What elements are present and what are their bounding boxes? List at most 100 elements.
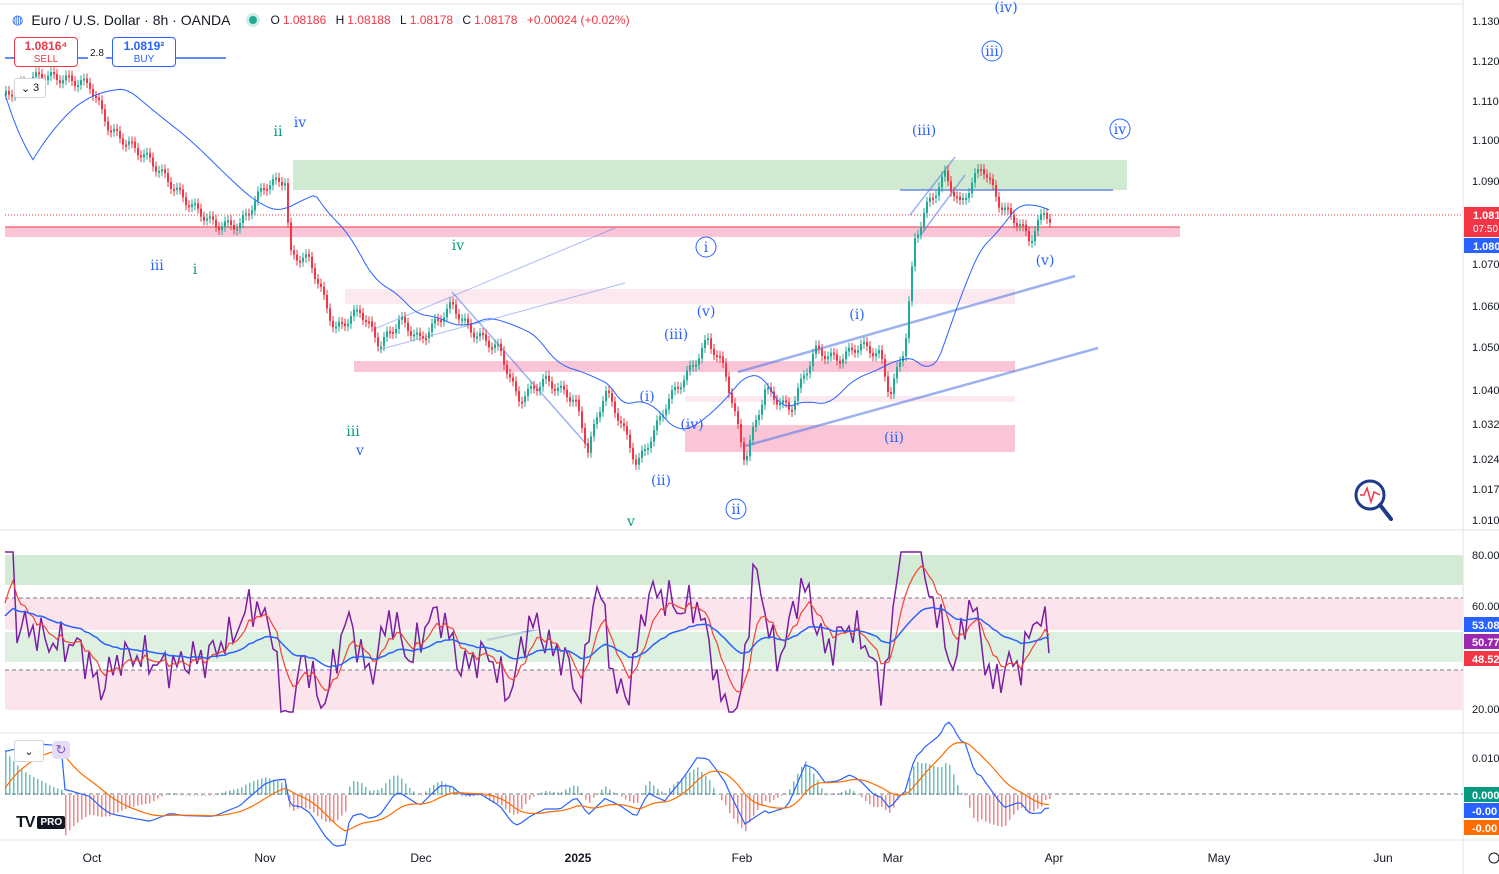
- macd-histogram-bar: [961, 792, 963, 795]
- candle: [266, 188, 268, 191]
- macd-histogram-bar: [997, 795, 999, 827]
- candle: [758, 414, 760, 421]
- candle: [140, 155, 142, 158]
- candle: [524, 396, 526, 403]
- macd-histogram-bar: [325, 795, 327, 822]
- candle: [536, 388, 538, 391]
- macd-signal-line: [4, 741, 1050, 832]
- macd-histogram-bar: [225, 791, 227, 795]
- macd-histogram-bar: [917, 762, 919, 795]
- candle: [83, 78, 85, 81]
- panel-collapse-button[interactable]: ⌄: [14, 740, 44, 762]
- macd-histogram-bar: [573, 785, 575, 795]
- candle: [371, 321, 373, 327]
- wave-label: (iii): [664, 327, 688, 343]
- candle: [794, 400, 796, 411]
- macd-histogram-bar: [653, 785, 655, 795]
- candle: [410, 331, 412, 336]
- macd-histogram-bar: [729, 795, 731, 814]
- macd-histogram-bar: [337, 795, 339, 821]
- macd-histogram-bar: [765, 795, 767, 802]
- candle: [602, 401, 604, 412]
- candle: [293, 250, 295, 255]
- candle: [560, 385, 562, 388]
- trend-line: [919, 174, 966, 237]
- candle: [179, 187, 181, 190]
- refresh-icon[interactable]: ↻: [52, 741, 70, 759]
- candle: [962, 197, 964, 201]
- macd-histogram-bar: [209, 795, 211, 796]
- sell-button[interactable]: 1.0816⁴ SELL: [14, 37, 78, 67]
- macd-histogram-bar: [441, 781, 443, 795]
- symbol-title[interactable]: Euro / U.S. Dollar · 8h · OANDA: [31, 12, 231, 28]
- candle: [719, 355, 721, 358]
- price-badge: [1464, 207, 1499, 237]
- candle: [518, 391, 520, 402]
- candle: [623, 423, 625, 427]
- candle: [1019, 224, 1021, 227]
- wave-label: i: [704, 240, 709, 256]
- macd-histogram-bar: [329, 795, 331, 823]
- candle: [944, 170, 946, 177]
- candle: [227, 220, 229, 223]
- macd-histogram-bar: [553, 791, 555, 795]
- chevron-down-icon: ⌄: [24, 745, 34, 758]
- candle: [461, 318, 463, 321]
- candle: [578, 399, 580, 412]
- candle: [575, 399, 577, 402]
- candle: [239, 223, 241, 229]
- macd-histogram-bar: [361, 783, 363, 795]
- macd-histogram-bar: [1049, 795, 1051, 800]
- macd-histogram-bar: [857, 794, 859, 795]
- macd-histogram-bar: [1025, 795, 1027, 811]
- time-tick-label: Apr: [1045, 851, 1064, 865]
- macd-histogram-bar: [421, 795, 423, 796]
- candle: [413, 334, 415, 337]
- candle: [275, 177, 277, 180]
- candle: [428, 332, 430, 339]
- candle: [95, 96, 97, 99]
- macd-badge-text: 0.000: [1472, 790, 1499, 802]
- candle: [989, 177, 991, 180]
- candle: [230, 220, 232, 225]
- macd-histogram-bar: [645, 785, 647, 795]
- wave-label: v: [355, 443, 364, 459]
- macd-histogram-bar: [969, 795, 971, 808]
- candle: [53, 72, 55, 75]
- macd-histogram-bar: [521, 795, 523, 810]
- candle: [875, 353, 877, 357]
- candle: [161, 169, 163, 172]
- macd-histogram-bar: [309, 795, 311, 810]
- macd-histogram-bar: [205, 795, 207, 796]
- macd-histogram-bar: [13, 761, 15, 795]
- buy-button[interactable]: 1.0819² BUY: [112, 37, 176, 67]
- candle: [986, 174, 988, 178]
- indicators-toggle-button[interactable]: ⌄ 3: [14, 78, 46, 98]
- macd-histogram-bar: [953, 774, 955, 795]
- price-tick-label: 1.130: [1472, 16, 1499, 28]
- candle: [785, 400, 787, 403]
- candle: [776, 399, 778, 405]
- candle: [395, 328, 397, 334]
- macd-histogram-bar: [669, 788, 671, 795]
- candle: [590, 436, 592, 453]
- candle: [587, 443, 589, 453]
- candle: [641, 450, 643, 458]
- candle: [107, 121, 109, 131]
- candle: [695, 364, 697, 367]
- candle: [659, 416, 661, 421]
- ema-line: [4, 88, 1050, 430]
- candle: [503, 351, 505, 365]
- macd-histogram-bar: [241, 787, 243, 795]
- macd-histogram-bar: [661, 791, 663, 795]
- candle: [902, 356, 904, 362]
- candle: [941, 176, 943, 188]
- candle: [146, 152, 148, 155]
- candle: [914, 237, 916, 267]
- candle: [41, 73, 43, 80]
- candle: [419, 332, 421, 337]
- macd-histogram-bar: [693, 769, 695, 795]
- candle: [1010, 208, 1012, 215]
- chevron-down-icon: ⌄: [20, 82, 31, 95]
